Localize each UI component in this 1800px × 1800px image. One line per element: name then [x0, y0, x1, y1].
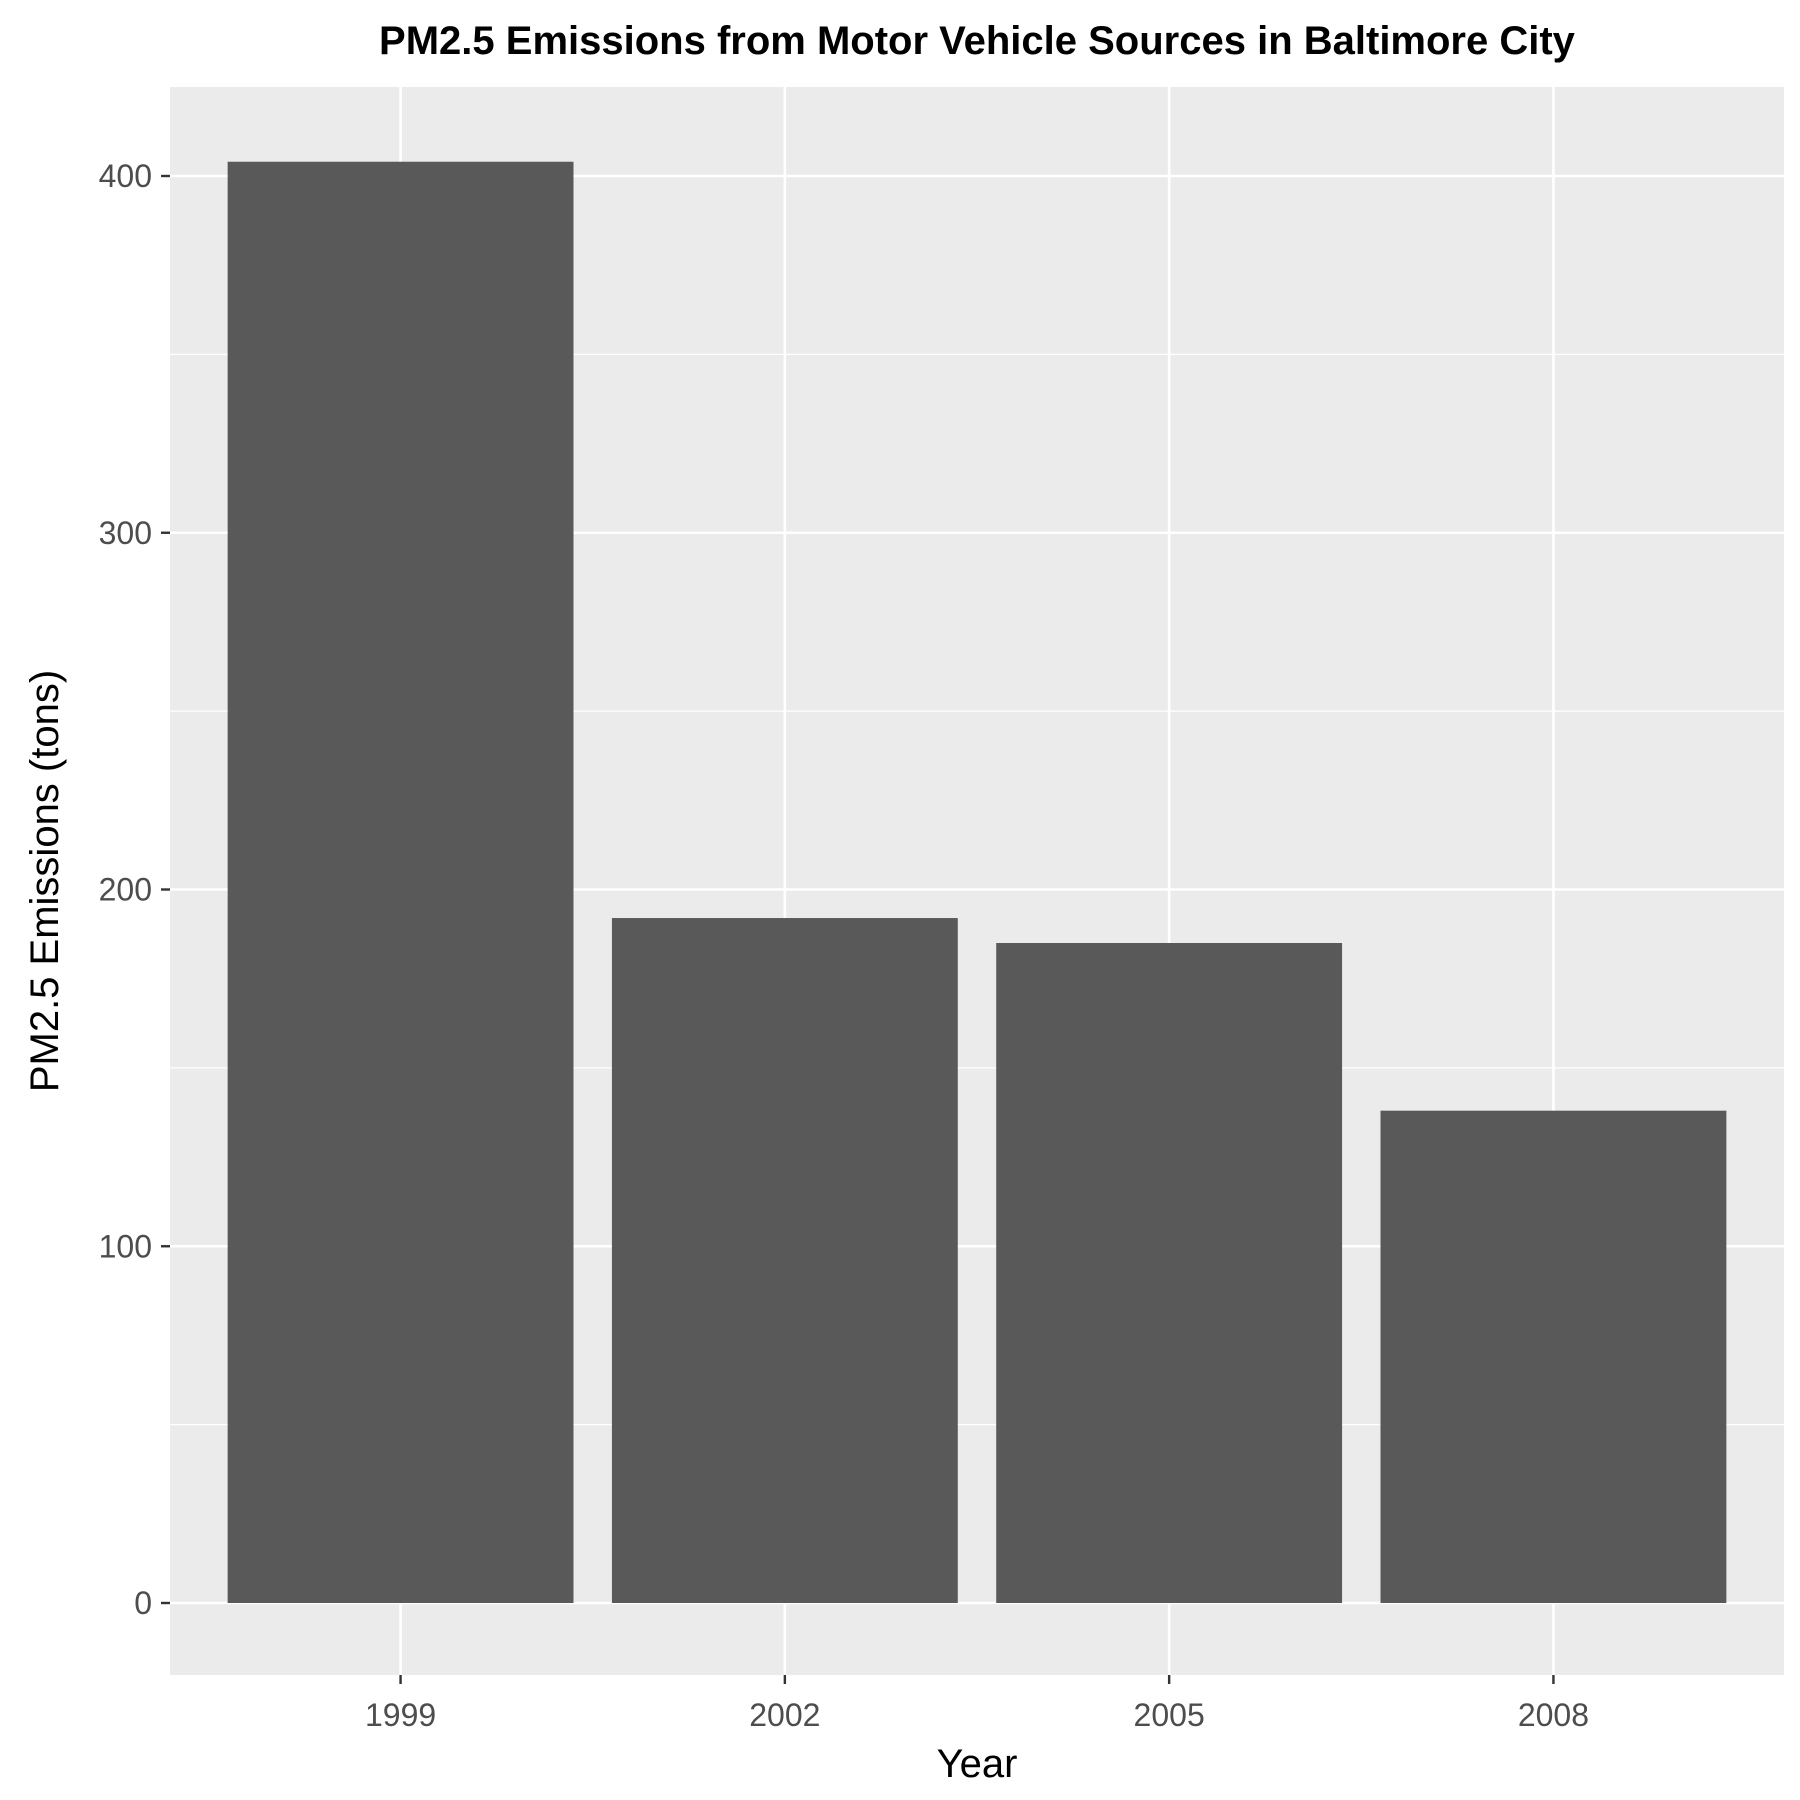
y-tick-label: 400: [99, 158, 152, 194]
bar-1999: [227, 161, 574, 1604]
x-tick-label: 2008: [1518, 1697, 1589, 1733]
x-tick-label: 2002: [749, 1697, 820, 1733]
x-tick-label: 1999: [365, 1697, 436, 1733]
x-axis: 1999 2002 2005 2008: [365, 1675, 1589, 1733]
x-tick-label: 2005: [1134, 1697, 1205, 1733]
bar-2008: [1380, 1110, 1727, 1603]
x-axis-label: Year: [937, 1742, 1018, 1786]
bar-2005: [996, 943, 1343, 1603]
y-axis-label: PM2.5 Emissions (tons): [23, 670, 67, 1092]
y-tick-label: 100: [99, 1228, 152, 1264]
bar-2002: [611, 918, 958, 1603]
y-axis: 0 100 200 300 400: [99, 158, 170, 1621]
y-tick-label: 200: [99, 872, 152, 908]
bars: [227, 161, 1727, 1604]
chart-title: PM2.5 Emissions from Motor Vehicle Sourc…: [379, 19, 1576, 63]
y-tick-label: 0: [134, 1585, 152, 1621]
y-tick-label: 300: [99, 515, 152, 551]
